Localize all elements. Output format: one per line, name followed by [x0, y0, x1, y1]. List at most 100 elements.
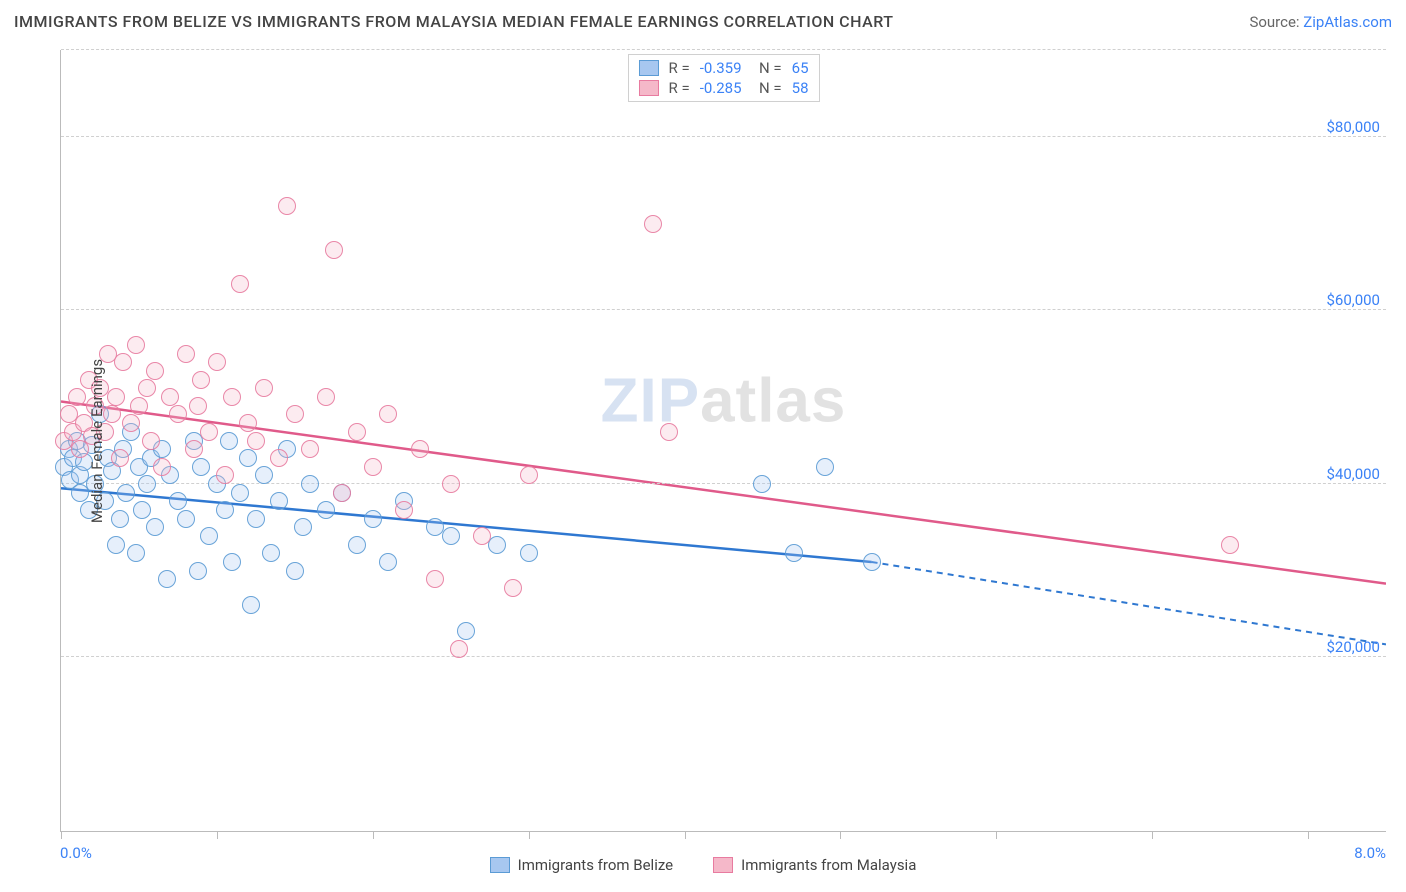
data-point — [122, 414, 140, 432]
data-point — [379, 553, 397, 571]
data-point — [247, 432, 265, 450]
chart-header: IMMIGRANTS FROM BELIZE VS IMMIGRANTS FRO… — [14, 12, 1392, 31]
data-point — [200, 527, 218, 545]
data-point — [153, 458, 171, 476]
trend-line-dashed — [872, 562, 1386, 644]
data-point — [348, 536, 366, 554]
data-point — [364, 458, 382, 476]
data-point — [177, 345, 195, 363]
x-tick — [1152, 831, 1153, 839]
source-link[interactable]: ZipAtlas.com — [1303, 13, 1392, 31]
data-point — [185, 440, 203, 458]
data-point — [426, 570, 444, 588]
data-point — [411, 440, 429, 458]
gridline — [61, 309, 1386, 310]
data-point — [863, 553, 881, 571]
data-point — [103, 405, 121, 423]
data-point — [114, 353, 132, 371]
n-label: N = — [752, 59, 782, 77]
data-point — [644, 215, 662, 233]
data-point — [107, 536, 125, 554]
y-axis-label: Median Female Earnings — [88, 359, 106, 523]
data-point — [239, 449, 257, 467]
x-tick — [217, 831, 218, 839]
watermark-atlas: atlas — [700, 367, 846, 436]
data-point — [239, 414, 257, 432]
data-point — [177, 510, 195, 528]
y-tick-label: $60,000 — [1326, 291, 1380, 309]
data-point — [208, 353, 226, 371]
data-point — [294, 518, 312, 536]
data-point — [142, 432, 160, 450]
legend-swatch-series1 — [490, 857, 510, 873]
data-point — [189, 397, 207, 415]
data-point — [169, 492, 187, 510]
data-point — [262, 544, 280, 562]
data-point — [223, 553, 241, 571]
data-point — [379, 405, 397, 423]
chart-area: ZIPatlas R = -0.359 N = 65 R = -0.285 N … — [60, 50, 1386, 832]
r-label: R = — [668, 59, 689, 77]
chart-title: IMMIGRANTS FROM BELIZE VS IMMIGRANTS FRO… — [14, 12, 894, 31]
watermark-zip: ZIP — [601, 367, 700, 436]
gridline — [61, 49, 1386, 50]
data-point — [111, 510, 129, 528]
data-point — [158, 570, 176, 588]
data-point — [231, 484, 249, 502]
correlation-stats-box: R = -0.359 N = 65 R = -0.285 N = 58 — [627, 54, 819, 102]
data-point — [473, 527, 491, 545]
watermark: ZIPatlas — [601, 366, 847, 437]
swatch-series2 — [638, 80, 658, 96]
data-point — [816, 458, 834, 476]
data-point — [278, 197, 296, 215]
x-tick — [996, 831, 997, 839]
data-point — [216, 501, 234, 519]
legend-item-series1: Immigrants from Belize — [490, 856, 674, 874]
plot-region: ZIPatlas R = -0.359 N = 65 R = -0.285 N … — [60, 50, 1386, 832]
trend-line — [61, 401, 1386, 583]
data-point — [270, 492, 288, 510]
data-point — [325, 241, 343, 259]
data-point — [220, 432, 238, 450]
data-point — [138, 475, 156, 493]
data-point — [130, 397, 148, 415]
data-point — [127, 544, 145, 562]
data-point — [223, 388, 241, 406]
data-point — [169, 405, 187, 423]
source-prefix: Source: — [1249, 13, 1303, 31]
data-point — [301, 475, 319, 493]
data-point — [111, 449, 129, 467]
data-point — [442, 475, 460, 493]
data-point — [520, 466, 538, 484]
data-point — [504, 579, 522, 597]
y-tick-label: $80,000 — [1326, 118, 1380, 136]
data-point — [753, 475, 771, 493]
x-tick — [61, 831, 62, 839]
y-tick-label: $20,000 — [1326, 638, 1380, 656]
data-point — [200, 423, 218, 441]
x-tick — [373, 831, 374, 839]
data-point — [255, 466, 273, 484]
data-point — [192, 458, 210, 476]
stat-row-series2: R = -0.285 N = 58 — [638, 79, 808, 97]
n-label: N = — [752, 79, 782, 97]
n-value-series2: 58 — [792, 79, 809, 97]
data-point — [231, 275, 249, 293]
gridline — [61, 136, 1386, 137]
data-point — [317, 388, 335, 406]
data-point — [68, 388, 86, 406]
stat-row-series1: R = -0.359 N = 65 — [638, 59, 808, 77]
n-value-series1: 65 — [792, 59, 809, 77]
data-point — [255, 379, 273, 397]
data-point — [450, 640, 468, 658]
source-attribution: Source: ZipAtlas.com — [1249, 13, 1392, 31]
data-point — [660, 423, 678, 441]
data-point — [348, 423, 366, 441]
x-tick — [685, 831, 686, 839]
data-point — [442, 527, 460, 545]
data-point — [242, 596, 260, 614]
data-point — [270, 449, 288, 467]
data-point — [117, 484, 135, 502]
data-point — [301, 440, 319, 458]
data-point — [317, 501, 335, 519]
